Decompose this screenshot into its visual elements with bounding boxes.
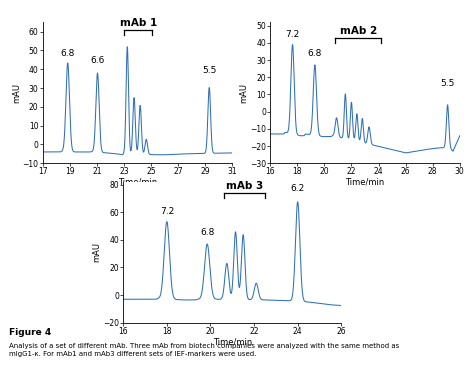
Y-axis label: mAU: mAU [12,83,21,103]
Text: 7.2: 7.2 [160,207,174,216]
X-axis label: Time/min: Time/min [213,337,252,346]
Text: mAb 3: mAb 3 [226,181,263,191]
Text: 6.8: 6.8 [61,49,75,58]
Text: 7.2: 7.2 [285,30,300,39]
Y-axis label: mAU: mAU [239,83,248,103]
Text: Analysis of a set of different mAb. Three mAb from biotech companies were analyz: Analysis of a set of different mAb. Thre… [9,343,400,357]
Text: 6.8: 6.8 [200,228,214,237]
Text: 6.6: 6.6 [91,56,105,66]
Y-axis label: mAU: mAU [93,242,102,262]
Text: Figure 4: Figure 4 [9,328,52,337]
Text: 5.5: 5.5 [202,66,217,75]
Text: 6.8: 6.8 [308,49,322,58]
Text: mAb 1: mAb 1 [119,18,157,28]
Text: 5.5: 5.5 [440,79,455,88]
Text: 6.2: 6.2 [291,184,305,193]
Text: mAb 2: mAb 2 [339,26,377,36]
X-axis label: Time/min: Time/min [118,178,157,187]
X-axis label: Time/min: Time/min [346,178,384,187]
